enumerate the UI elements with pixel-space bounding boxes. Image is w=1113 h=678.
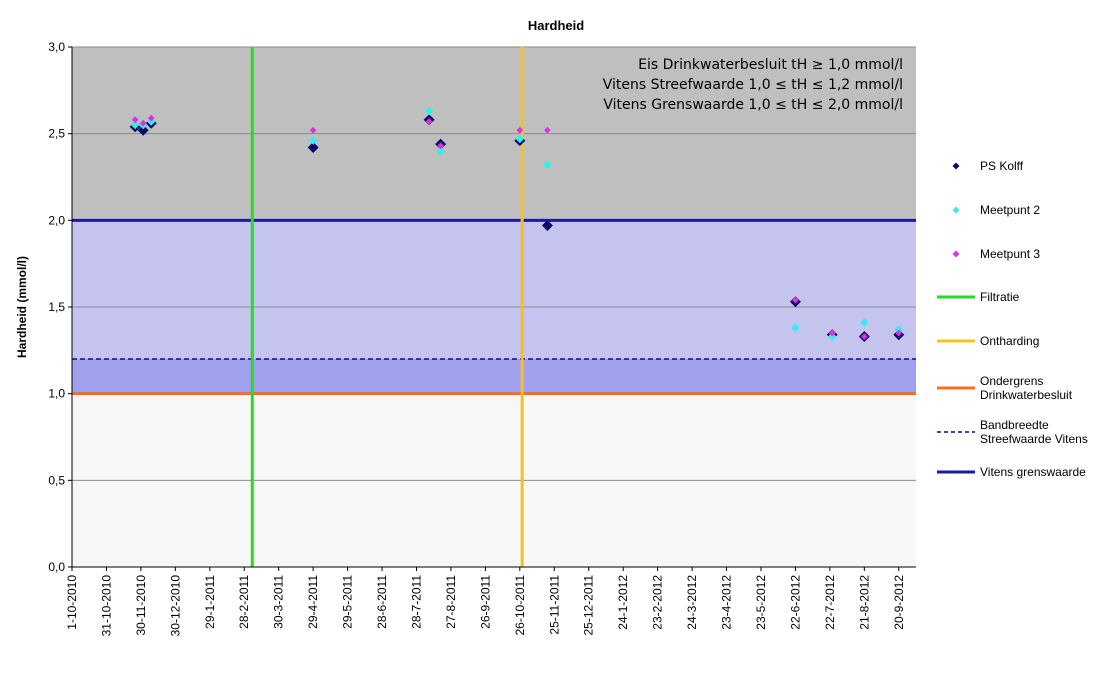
- annotation-line: Vitens Streefwaarde 1,0 ≤ tH ≤ 1,2 mmol/…: [603, 77, 903, 93]
- band-2: [72, 359, 916, 394]
- point-series-2: [437, 142, 445, 150]
- legend-swatch: [952, 250, 960, 258]
- legend-label: Meetpunt 3: [980, 247, 1040, 261]
- y-tick-label: 3,0: [48, 40, 65, 54]
- y-tick-label: 1,5: [48, 300, 65, 314]
- point-series-2: [860, 333, 868, 340]
- band-1: [72, 220, 916, 359]
- point-series-2: [309, 126, 317, 134]
- axes: [68, 46, 916, 571]
- point-series-2: [131, 116, 139, 124]
- annotation-line: Eis Drinkwaterbesluit tH ≥ 1,0 mmol/l: [638, 57, 903, 73]
- y-tick-label: 0,5: [48, 473, 65, 487]
- x-tick-label: 23-5-2012: [754, 575, 768, 630]
- chart-title: Hardheid: [528, 18, 584, 33]
- y-tick-label: 2,5: [48, 127, 65, 141]
- point-series-1: [424, 106, 434, 116]
- point-series-2: [425, 118, 433, 125]
- point-series-1: [308, 136, 318, 145]
- y-tick-label: 0,0: [48, 560, 65, 574]
- y-tick-label: 1,0: [48, 387, 65, 401]
- legend-label: Ondergrens: [980, 374, 1043, 388]
- point-series-1: [436, 146, 445, 156]
- x-tick-label: 26-10-2011: [513, 575, 527, 636]
- point-series-2: [828, 329, 836, 337]
- x-tick-label: 25-12-2011: [582, 575, 596, 636]
- event-lines: [250, 47, 524, 567]
- x-tick-label: 22-7-2012: [823, 575, 837, 630]
- y-tick-label: 2,0: [48, 213, 65, 227]
- x-tick-label: 25-11-2011: [547, 575, 561, 635]
- point-series-0: [307, 142, 319, 154]
- legend-label: Vitens grenswaarde: [980, 465, 1086, 479]
- x-tick-label: 22-6-2012: [788, 575, 802, 630]
- legend: PS Kolff Meetpunt 2 Meetpunt 3 Filtratie Ont…: [937, 159, 1088, 479]
- point-series-2: [792, 296, 799, 304]
- data-points: [129, 106, 905, 342]
- point-series-1: [147, 117, 156, 126]
- point-series-1: [827, 332, 837, 341]
- x-tick-label: 30-12-2010: [168, 575, 182, 637]
- x-tick-label: 24-1-2012: [616, 575, 630, 630]
- point-series-2: [895, 329, 903, 337]
- x-tick-label: 29-4-2011: [306, 575, 320, 629]
- x-tick-label: 28-2-2011: [237, 575, 251, 629]
- x-tick-label: 1-10-2010: [65, 575, 79, 630]
- annotation-line: Vitens Grenswaarde 1,0 ≤ tH ≤ 2,0 mmol/l: [603, 97, 903, 113]
- x-tick-label: 20-9-2012: [892, 575, 906, 630]
- point-series-2: [516, 126, 524, 134]
- legend-label: PS Kolff: [980, 159, 1024, 173]
- point-series-2: [147, 114, 155, 122]
- legend-swatch: [952, 162, 960, 170]
- legend-label: Drinkwaterbesluit: [980, 388, 1073, 402]
- point-series-1: [860, 318, 869, 327]
- x-tick-label: 21-8-2012: [857, 575, 871, 630]
- x-tick-label: 30-11-2010: [134, 575, 148, 636]
- legend-label: Ontharding: [980, 334, 1039, 348]
- point-series-0: [137, 124, 149, 136]
- reference-lines: [72, 218, 916, 396]
- x-tick-label: 29-5-2011: [341, 575, 355, 629]
- point-series-1: [130, 120, 140, 130]
- point-series-2: [543, 126, 551, 134]
- point-series-1: [791, 323, 800, 332]
- x-tick-label: 23-4-2012: [720, 575, 734, 630]
- point-series-2: [139, 119, 147, 127]
- x-tick-label: 29-1-2011: [203, 575, 217, 629]
- x-tick-label: 28-6-2011: [375, 575, 389, 629]
- legend-swatch: [952, 206, 960, 214]
- y-tick-labels: 0,0 0,5 1,0 1,5 2,0 2,5 3,0: [48, 40, 65, 574]
- x-tick-label: 24-3-2012: [685, 575, 699, 630]
- x-tick-label: 30-3-2011: [272, 575, 286, 629]
- x-tick-label: 28-7-2011: [409, 575, 423, 629]
- x-tick-label: 31-10-2010: [99, 575, 113, 637]
- y-axis-label: Hardheid (mmol/l): [15, 256, 29, 358]
- requirement-annotations: Eis Drinkwaterbesluit tH ≥ 1,0 mmol/l Vit…: [603, 57, 903, 113]
- point-series-1: [894, 325, 903, 334]
- point-series-1: [543, 160, 552, 170]
- legend-label: Bandbreedte: [980, 418, 1049, 432]
- reference-bands: [72, 47, 916, 567]
- x-tick-label: 23-2-2012: [651, 575, 665, 630]
- x-tick-labels: 1-10-2010 31-10-2010 30-11-2010 30-12-2010 2…: [65, 575, 906, 637]
- x-tick-label: 26-9-2011: [478, 575, 492, 629]
- x-tick-label: 27-8-2011: [444, 575, 458, 629]
- legend-label: Streefwaarde Vitens: [980, 432, 1088, 446]
- legend-label: Meetpunt 2: [980, 203, 1040, 217]
- point-series-0: [541, 220, 553, 232]
- point-series-1: [515, 134, 525, 144]
- legend-label: Filtratie: [980, 290, 1020, 304]
